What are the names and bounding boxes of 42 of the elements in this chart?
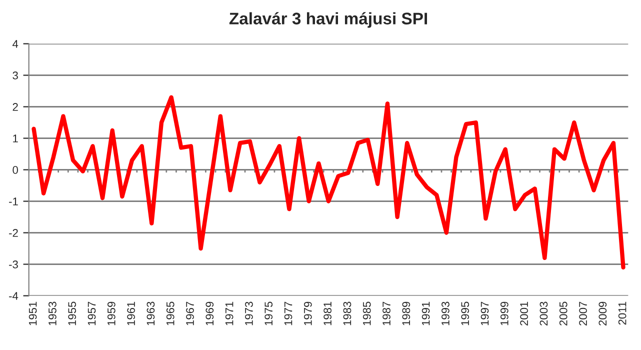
y-tick-label: -1 <box>9 198 18 206</box>
x-tick-label: 1997 <box>480 302 489 326</box>
x-tick-label: 1965 <box>166 302 174 326</box>
y-tick-label: 1 <box>13 134 18 142</box>
chart-title: Zalavár 3 havi májusi SPI <box>229 12 427 28</box>
x-tick-label: 1975 <box>264 302 273 326</box>
x-tick-label: 2003 <box>540 302 548 326</box>
x-tick-label: 1967 <box>186 302 194 326</box>
x-tick-label: 1971 <box>225 302 234 326</box>
y-tick-label: 3 <box>12 72 18 80</box>
x-tick-label: 2009 <box>598 302 607 326</box>
x-tick-label: 1979 <box>304 302 312 326</box>
x-tick-label: 1969 <box>206 302 214 326</box>
x-tick-label: 2011 <box>618 302 626 325</box>
y-tick-label: -4 <box>9 292 18 300</box>
x-tick-label: 1951 <box>28 302 37 326</box>
x-tick-label: 1983 <box>343 302 352 326</box>
x-tick-label: 2005 <box>559 302 568 326</box>
x-tick-label: 1973 <box>245 302 253 326</box>
x-tick-label: 1963 <box>146 302 155 326</box>
x-tick-label: 1977 <box>284 302 292 326</box>
y-tick-label: 4 <box>12 40 18 48</box>
x-tick-label: 1987 <box>382 302 390 326</box>
x-tick-label: 1985 <box>362 302 371 326</box>
line-series <box>32 95 626 270</box>
x-tick-label: 1991 <box>422 302 430 326</box>
x-tick-label: 1961 <box>127 302 135 326</box>
y-tick-label: 0 <box>12 166 18 174</box>
x-tick-label: 1981 <box>324 302 332 326</box>
x-tick-label: 1993 <box>442 302 450 326</box>
x-tick-label: 2001 <box>520 302 528 326</box>
y-tick-label: -3 <box>9 260 18 268</box>
x-tick-label: 1999 <box>500 302 508 326</box>
x-tick-label: 1955 <box>68 302 76 326</box>
x-tick-label: 1959 <box>107 302 116 326</box>
x-tick-label: 1995 <box>461 302 470 326</box>
x-tick-label: 1957 <box>88 302 96 326</box>
x-tick-label: 1989 <box>402 302 410 326</box>
x-tick-label: 1953 <box>48 302 56 326</box>
y-tick-label: 2 <box>12 103 18 111</box>
x-tick-label: 2007 <box>579 302 587 326</box>
y-tick-label: -2 <box>9 229 18 237</box>
